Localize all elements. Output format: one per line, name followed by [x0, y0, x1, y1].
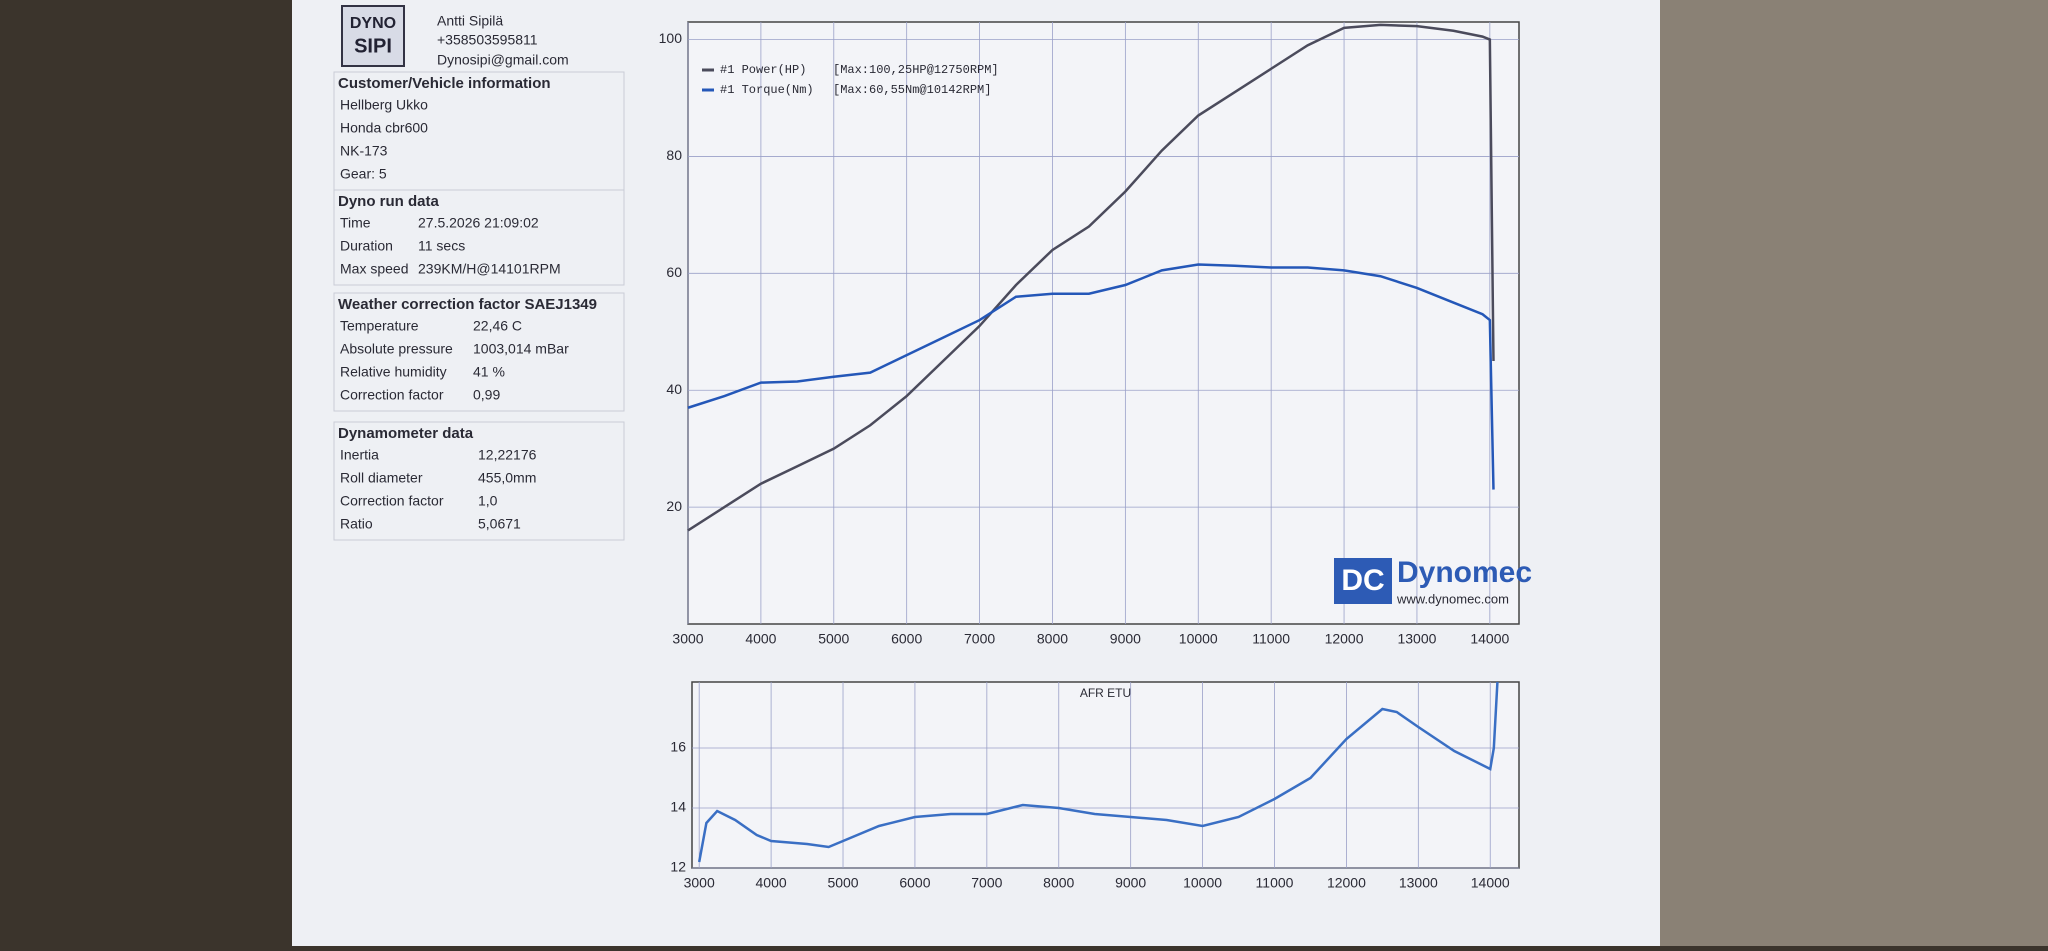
row-value: 455,0mm: [478, 470, 536, 486]
row-value: 27.5.2026 21:09:02: [418, 215, 539, 231]
x-tick-label: 7000: [964, 631, 995, 647]
x-tick-label: 12000: [1325, 631, 1364, 647]
series-line: [687, 23, 1495, 532]
row-label: Hellberg Ukko: [340, 97, 428, 113]
x-tick-label: 4000: [745, 631, 776, 647]
logo-text: Dynomec: [1397, 556, 1532, 589]
row-label: Correction factor: [340, 387, 444, 403]
x-tick-label: 8000: [1037, 631, 1068, 647]
x-tick-label: 11000: [1252, 631, 1290, 647]
floor: [1660, 0, 2048, 946]
logo-text: SIPI: [354, 35, 392, 57]
row-label: Temperature: [340, 318, 419, 334]
row-label: Time: [340, 215, 371, 231]
row-label: NK-173: [340, 143, 388, 159]
plot-area: [687, 21, 1520, 625]
x-tick-label: 14000: [1471, 875, 1510, 891]
row-value: 11 secs: [418, 238, 465, 254]
y-tick-label: 100: [659, 30, 683, 46]
row-value: 22,46 C: [473, 318, 522, 334]
row-label: Relative humidity: [340, 364, 447, 380]
x-tick-label: 10000: [1183, 875, 1222, 891]
y-tick-label: 80: [666, 147, 682, 163]
x-tick-label: 4000: [756, 875, 787, 891]
x-tick-label: 6000: [891, 631, 922, 647]
x-tick-label: 3000: [672, 631, 703, 647]
row-label: Roll diameter: [340, 470, 423, 486]
legend-label: #1 Power(HP): [720, 63, 806, 77]
section-title: Weather correction factor SAEJ1349: [338, 296, 597, 313]
section-box: [333, 421, 625, 541]
section-title: Dynamometer data: [338, 425, 474, 442]
y-tick-label: 14: [670, 799, 686, 815]
logo-text: DYNO: [350, 15, 396, 32]
x-tick-label: 13000: [1397, 631, 1436, 647]
row-value: 41 %: [473, 364, 505, 380]
section-box: [333, 189, 625, 286]
phone: +358503595811: [437, 32, 538, 48]
chart-title: AFR ETU: [1080, 686, 1131, 700]
logo-mark-box: [1334, 558, 1392, 604]
row-value: 1,0: [478, 493, 498, 509]
x-tick-label: 12000: [1327, 875, 1366, 891]
x-tick-label: 5000: [818, 631, 849, 647]
x-tick-label: 5000: [827, 875, 858, 891]
legend-note: [Max:60,55Nm@10142RPM]: [833, 83, 991, 97]
section-title: Customer/Vehicle information: [338, 75, 551, 92]
row-label: Correction factor: [340, 493, 444, 509]
row-label: Absolute pressure: [340, 341, 453, 357]
y-tick-label: 12: [670, 859, 686, 875]
section-box: [333, 292, 625, 412]
name: Antti Sipilä: [437, 13, 503, 29]
x-tick-label: 13000: [1399, 875, 1438, 891]
email: Dynosipi@gmail.com: [437, 52, 569, 68]
y-tick-label: 20: [666, 498, 682, 514]
x-tick-label: 10000: [1179, 631, 1218, 647]
x-tick-label: 6000: [899, 875, 930, 891]
x-tick-label: 9000: [1115, 875, 1146, 891]
series-line: [697, 681, 1499, 863]
row-value: 12,22176: [478, 447, 537, 463]
legend-note: [Max:100,25HP@12750RPM]: [833, 63, 999, 77]
x-tick-label: 3000: [684, 875, 715, 891]
y-tick-label: 40: [666, 381, 682, 397]
logo-url: www.dynomec.com: [1396, 591, 1509, 606]
y-tick-label: 60: [666, 264, 682, 280]
x-tick-label: 8000: [1043, 875, 1074, 891]
x-tick-label: 7000: [971, 875, 1002, 891]
logo-box: [341, 5, 405, 67]
row-label: Duration: [340, 238, 393, 254]
row-label: Ratio: [340, 516, 373, 532]
x-tick-label: 9000: [1110, 631, 1141, 647]
row-value: 1003,014 mBar: [473, 341, 569, 357]
row-label: Gear: 5: [340, 166, 387, 182]
row-label: Inertia: [340, 447, 379, 463]
x-tick-label: 14000: [1470, 631, 1509, 647]
row-value: 239KM/H@14101RPM: [418, 261, 561, 277]
legend-label: #1 Torque(Nm): [720, 83, 814, 97]
x-tick-label: 11000: [1256, 875, 1294, 891]
row-value: 0,99: [473, 387, 500, 403]
logo-mark: DC: [1341, 564, 1384, 597]
section-title: Dyno run data: [338, 193, 439, 210]
plot-area: [691, 681, 1520, 869]
y-tick-label: 16: [670, 739, 686, 755]
row-label: Honda cbr600: [340, 120, 428, 136]
series-line: [687, 263, 1495, 490]
row-label: Max speed: [340, 261, 408, 277]
row-value: 5,0671: [478, 516, 521, 532]
